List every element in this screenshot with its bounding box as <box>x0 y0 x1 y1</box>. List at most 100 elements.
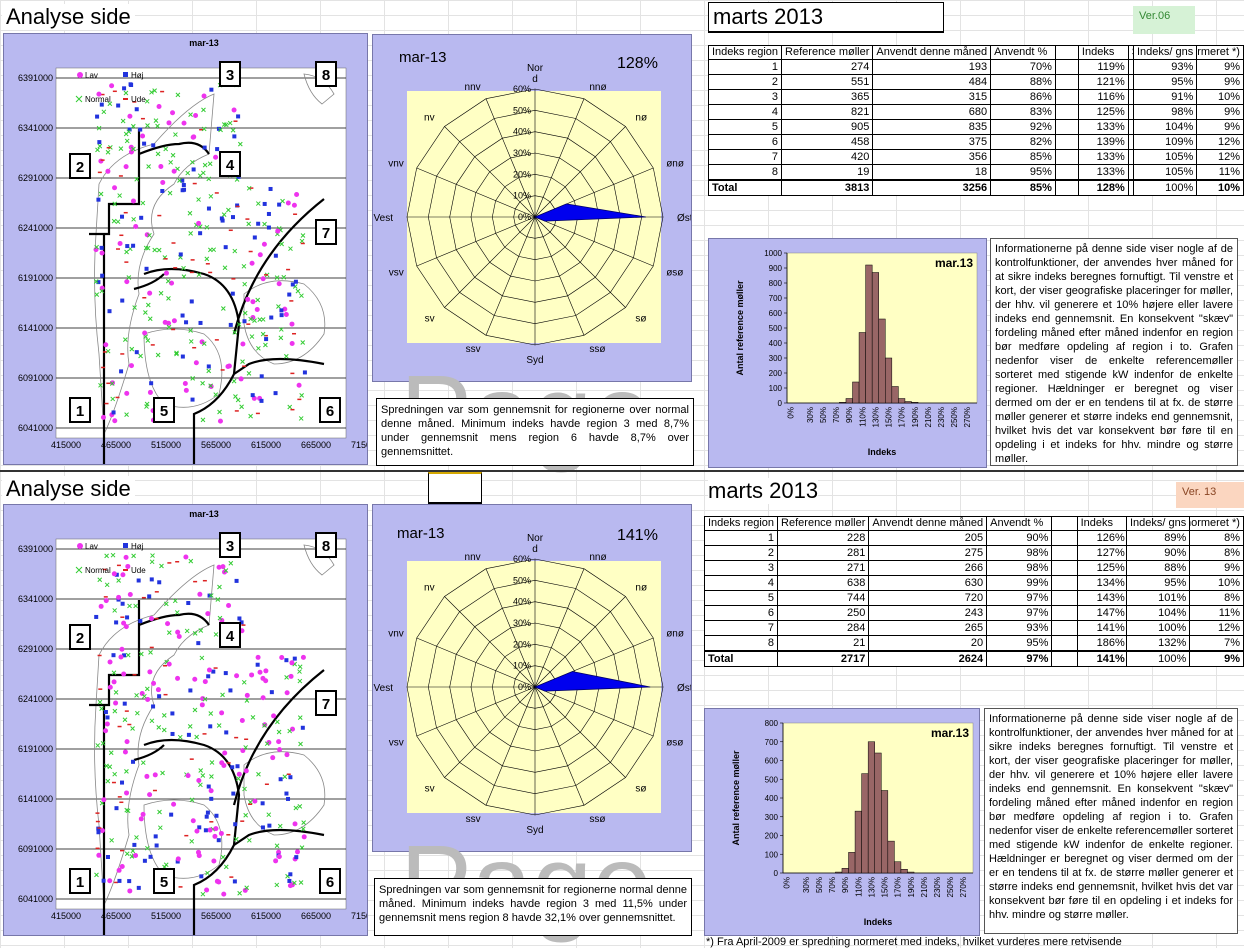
map-x-tick-label: 565000 <box>201 440 231 450</box>
turbine-normal-marker <box>157 825 163 831</box>
turbine-out-marker <box>149 646 154 649</box>
turbine-normal-marker <box>160 770 165 776</box>
table-cell <box>1054 119 1079 135</box>
turbine-low-marker <box>181 120 187 126</box>
turbine-low-marker <box>125 563 131 569</box>
turbine-out-marker <box>290 408 295 411</box>
y-axis-label: Antal reference møller <box>731 750 741 846</box>
turbine-high-marker <box>219 216 224 221</box>
turbine-high-marker <box>224 730 229 735</box>
turbine-high-marker <box>293 279 298 284</box>
region-label-box <box>69 397 91 423</box>
turbine-normal-marker <box>132 305 137 310</box>
table-cell: 680 <box>872 104 992 120</box>
turbine-low-marker <box>225 363 231 369</box>
turbine-high-marker <box>262 201 267 206</box>
turbine-normal-marker <box>188 112 193 118</box>
radar-direction-label: Vest <box>374 213 394 224</box>
month-title[interactable]: marts 2013 <box>708 2 944 33</box>
histogram-bar <box>904 401 912 404</box>
table-cell <box>1051 545 1078 561</box>
table-cell: 90% <box>986 530 1053 546</box>
turbine-high-marker <box>269 315 274 320</box>
turbine-low-marker <box>291 202 297 208</box>
map-y-tick-label: 6141000 <box>18 794 53 804</box>
map-x-tick-label: 465000 <box>101 911 131 921</box>
histogram-bar <box>874 752 882 874</box>
turbine-low-marker <box>211 858 217 864</box>
histogram-bar <box>861 773 869 874</box>
turbine-low-marker <box>270 755 276 761</box>
turbine-normal-marker <box>96 125 102 131</box>
turbine-out-marker <box>242 365 247 367</box>
turbine-high-marker <box>139 215 144 220</box>
map-y-tick-label: 6241000 <box>18 223 53 233</box>
turbine-normal-marker <box>166 630 172 636</box>
turbine-low-marker <box>128 149 134 155</box>
turbine-high-marker <box>220 218 225 223</box>
region-border <box>143 267 241 375</box>
table-cell: 104% <box>1132 119 1198 135</box>
turbine-out-marker <box>226 834 231 836</box>
turbine-normal-marker <box>287 404 293 410</box>
region-label-box <box>69 868 91 894</box>
turbine-normal-marker <box>227 120 233 126</box>
table-cell: 18 <box>872 164 992 181</box>
region-label: 2 <box>76 630 84 647</box>
turbine-high-marker <box>142 141 147 146</box>
selected-cell[interactable] <box>428 472 482 504</box>
map-x-tick-label: 715000 <box>351 911 367 921</box>
turbine-high-marker <box>136 885 141 890</box>
radar-tick-label: 10% <box>513 661 531 671</box>
table-header: Anvendt denne måned <box>868 516 988 531</box>
table-cell: 95% <box>986 635 1053 652</box>
turbine-normal-marker <box>143 310 148 315</box>
turbine-high-marker <box>287 292 292 297</box>
table-cell: 274 <box>781 59 874 75</box>
turbine-normal-marker <box>188 558 194 564</box>
turbine-high-marker <box>114 806 119 811</box>
histogram-bar <box>854 810 862 874</box>
radar-spoke <box>534 568 585 688</box>
table-row: 101% <box>1125 590 1191 606</box>
turbine-high-marker <box>114 620 119 625</box>
turbine-normal-marker <box>126 275 132 280</box>
radar-spoke <box>534 686 654 737</box>
histogram-bar <box>881 790 889 874</box>
turbine-high-marker <box>267 823 272 828</box>
turbine-normal-marker <box>297 678 303 684</box>
turbine-high-marker <box>180 354 185 359</box>
turbine-normal-marker <box>223 122 229 128</box>
turbine-high-marker <box>256 221 261 226</box>
turbine-low-marker <box>294 191 300 197</box>
turbine-normal-marker <box>192 631 198 636</box>
turbine-low-marker <box>98 603 104 609</box>
turbine-low-marker <box>104 721 110 727</box>
table-cell <box>1051 635 1078 652</box>
region-label-box <box>315 532 337 558</box>
table-cell: 85% <box>990 179 1056 196</box>
turbine-low-marker <box>130 198 136 204</box>
turbine-normal-marker <box>255 297 261 303</box>
turbine-normal-marker <box>97 143 103 149</box>
turbine-low-marker <box>169 280 175 286</box>
x-tick-label: 250% <box>946 877 955 897</box>
turbine-high-marker <box>230 215 235 220</box>
turbine-out-marker <box>118 175 123 177</box>
y-tick-label: 600 <box>765 757 779 766</box>
turbine-out-marker <box>240 820 245 822</box>
y-tick-label: 500 <box>769 324 783 333</box>
map-y-tick-label: 6141000 <box>18 323 53 333</box>
region-label-box <box>315 61 337 87</box>
table-cell: 375 <box>872 134 992 150</box>
turbine-high-marker <box>215 147 220 152</box>
turbine-high-marker <box>117 878 122 883</box>
turbine-high-marker <box>138 619 143 624</box>
turbine-low-marker <box>257 669 263 675</box>
radar-spoke <box>416 167 536 218</box>
turbine-low-marker <box>226 603 232 609</box>
turbine-normal-marker <box>223 568 229 573</box>
table-cell <box>1054 104 1079 120</box>
y-tick-label: 700 <box>765 738 779 747</box>
turbine-normal-marker <box>198 782 203 788</box>
